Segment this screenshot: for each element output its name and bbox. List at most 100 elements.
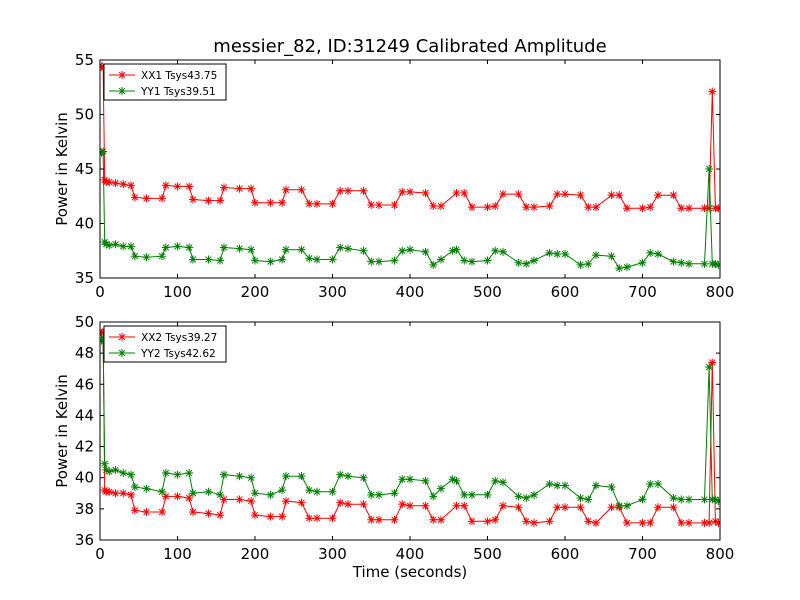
data-point	[204, 196, 213, 205]
subplot-1: 0 100 200 300 400 500 600 700 800 35 40 45 50 55 Power…	[53, 51, 734, 301]
chart-title: messier_82, ID:31249 Calibrated Amplitud…	[213, 36, 606, 57]
data-point	[623, 501, 631, 510]
data-point	[111, 489, 120, 498]
data-point	[654, 503, 662, 512]
data-point	[685, 518, 693, 527]
data-point	[119, 180, 128, 189]
data-point	[278, 198, 287, 207]
data-point	[375, 490, 383, 499]
legend-2: XX2 Tsys39.27 YY2 Tsys42.62	[103, 325, 227, 363]
data-point	[576, 493, 585, 502]
data-point	[677, 204, 686, 213]
data-point	[654, 250, 662, 259]
data-point	[421, 188, 430, 197]
data-point	[584, 495, 593, 504]
data-point	[359, 186, 368, 195]
data-point	[646, 203, 655, 212]
data-point	[235, 472, 244, 481]
data-point	[204, 487, 213, 496]
data-point	[398, 500, 407, 509]
data-point	[100, 333, 108, 342]
data-point	[421, 501, 430, 510]
y-tick-label: 36	[75, 531, 94, 549]
data-point	[468, 517, 476, 526]
data-point	[189, 507, 197, 516]
data-point	[677, 258, 686, 267]
data-point	[375, 515, 383, 524]
data-point	[119, 242, 128, 251]
x-axis-label: Time (seconds)	[352, 563, 468, 581]
data-point	[158, 194, 166, 203]
data-point	[592, 518, 600, 527]
x-tick-label: 0	[95, 283, 105, 301]
data-point	[561, 503, 569, 512]
data-point	[700, 518, 709, 527]
data-point	[468, 257, 476, 266]
data-point	[561, 190, 569, 199]
x-tick-label: 600	[551, 545, 580, 563]
data-point	[592, 481, 600, 490]
data-point	[646, 248, 655, 257]
data-point	[297, 472, 306, 481]
data-point	[328, 199, 337, 208]
data-point	[398, 246, 407, 255]
data-point	[216, 196, 225, 205]
data-point	[305, 514, 314, 523]
series-line-1-2	[100, 150, 719, 269]
y-tick-label: 40	[75, 469, 94, 487]
data-point	[607, 503, 616, 512]
data-point	[499, 478, 507, 487]
data-point	[297, 245, 306, 254]
data-point	[545, 248, 554, 257]
data-point	[468, 203, 476, 212]
y-tick-label: 38	[75, 500, 94, 518]
y-tick-label: 55	[75, 51, 94, 69]
data-point	[623, 263, 631, 272]
data-point	[429, 492, 438, 501]
data-point	[406, 245, 414, 254]
data-point	[185, 243, 194, 252]
data-point	[247, 473, 256, 482]
data-point	[514, 258, 523, 267]
data-point	[499, 190, 507, 199]
data-point	[105, 487, 114, 496]
x-tick-label: 200	[241, 283, 270, 301]
data-point	[367, 257, 376, 266]
data-point	[251, 198, 259, 207]
data-point	[282, 472, 290, 481]
data-point	[584, 203, 593, 212]
data-point	[100, 336, 106, 345]
data-point	[216, 511, 225, 520]
data-point	[161, 181, 170, 190]
data-point	[553, 250, 562, 259]
data-point	[452, 476, 461, 485]
data-point	[344, 186, 352, 195]
data-point	[669, 493, 678, 502]
y-tick-label: 42	[75, 438, 94, 456]
data-point	[313, 255, 321, 264]
data-point	[142, 194, 151, 203]
data-point	[452, 501, 461, 510]
data-point	[359, 473, 368, 482]
y-tick-label: 46	[75, 375, 94, 393]
data-point	[429, 260, 438, 269]
plot-area-2	[100, 327, 720, 527]
data-point	[102, 240, 111, 249]
data-point	[173, 242, 182, 251]
data-point	[406, 501, 414, 510]
data-point	[708, 358, 717, 367]
data-point	[216, 256, 225, 265]
data-point	[297, 185, 306, 194]
data-point	[592, 251, 600, 260]
data-point	[429, 515, 438, 524]
data-point	[452, 245, 461, 254]
data-point	[398, 475, 407, 484]
data-point	[677, 518, 686, 527]
data-point	[705, 518, 714, 527]
data-point	[142, 484, 151, 493]
data-point	[278, 255, 287, 264]
data-point	[638, 495, 647, 504]
x-tick-label: 200	[241, 545, 270, 563]
data-point	[522, 203, 531, 212]
data-point	[161, 243, 170, 252]
